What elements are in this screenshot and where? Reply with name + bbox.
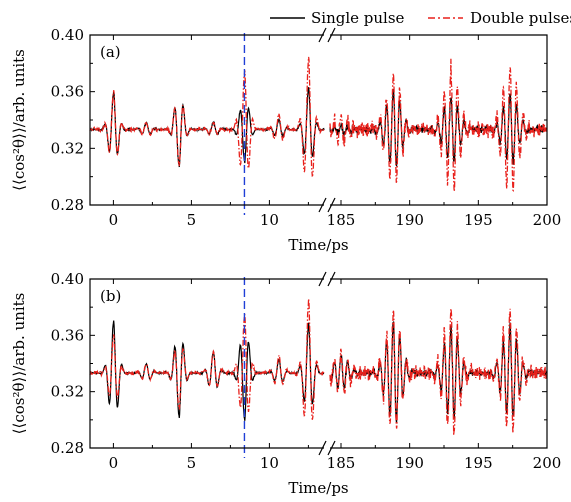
y-axis-label: ⟨⟨cos²θ⟩⟩/arb. units	[10, 49, 28, 191]
axis-break-mark	[327, 271, 336, 287]
x-tick-label: 200	[533, 211, 562, 229]
series-double-line	[329, 308, 548, 436]
panel-b: 0.28 0.32 0.36 0.40 0 5 10 185 190 195 200 Time/ps ⟨…	[10, 270, 561, 497]
axis-break-mark	[318, 197, 327, 213]
y-tick-label: 0.36	[51, 83, 84, 101]
x-tick-label: 185	[327, 211, 356, 229]
x-tick-label: 0	[109, 454, 119, 472]
axis-break-mark	[318, 27, 327, 43]
panel-label: (b)	[100, 287, 121, 305]
panel-a: 0.28 0.32 0.36 0.40 0 5 10 185 190 195 200 Time/ps ⟨…	[10, 26, 561, 254]
axes-frame-left	[89, 278, 324, 449]
y-tick-label: 0.28	[51, 439, 84, 457]
x-tick-label: 5	[187, 454, 197, 472]
series-double-line	[89, 56, 325, 177]
x-tick-label: 200	[533, 454, 562, 472]
x-tick-label: 10	[260, 211, 279, 229]
legend-double-label: Double pulses (delay = 8.4 ps)	[470, 9, 571, 27]
axes-frame-left	[89, 34, 324, 206]
axis-break-mark	[327, 27, 336, 43]
y-tick-label: 0.28	[51, 196, 84, 214]
x-tick-label: 195	[464, 211, 493, 229]
x-tick-label: 190	[395, 211, 424, 229]
x-tick-label: 190	[395, 454, 424, 472]
x-tick-label: 5	[187, 211, 197, 229]
panel-label: (a)	[100, 43, 121, 61]
x-axis-label: Time/ps	[288, 479, 348, 497]
x-tick-label: 10	[260, 454, 279, 472]
axis-break-mark	[327, 197, 336, 213]
series-double-line	[89, 298, 325, 420]
y-tick-label: 0.40	[51, 270, 84, 288]
axis-break-mark	[327, 440, 336, 456]
legend: Single pulse Double pulses (delay = 8.4 …	[270, 9, 571, 27]
x-tick-label: 195	[464, 454, 493, 472]
axis-break-mark	[318, 271, 327, 287]
x-tick-label: 0	[109, 211, 119, 229]
x-axis-label: Time/ps	[288, 236, 348, 254]
y-tick-label: 0.40	[51, 26, 84, 44]
x-tick-label: 185	[327, 454, 356, 472]
y-axis-label: ⟨⟨cos²θ⟩⟩/arb. units	[10, 293, 28, 435]
series-double-line	[329, 58, 548, 192]
y-tick-label: 0.36	[51, 326, 84, 344]
y-tick-label: 0.32	[51, 383, 84, 401]
legend-single-label: Single pulse	[311, 9, 405, 27]
axes-frame-right	[330, 278, 548, 449]
y-tick-label: 0.32	[51, 139, 84, 157]
axis-break-mark	[318, 440, 327, 456]
